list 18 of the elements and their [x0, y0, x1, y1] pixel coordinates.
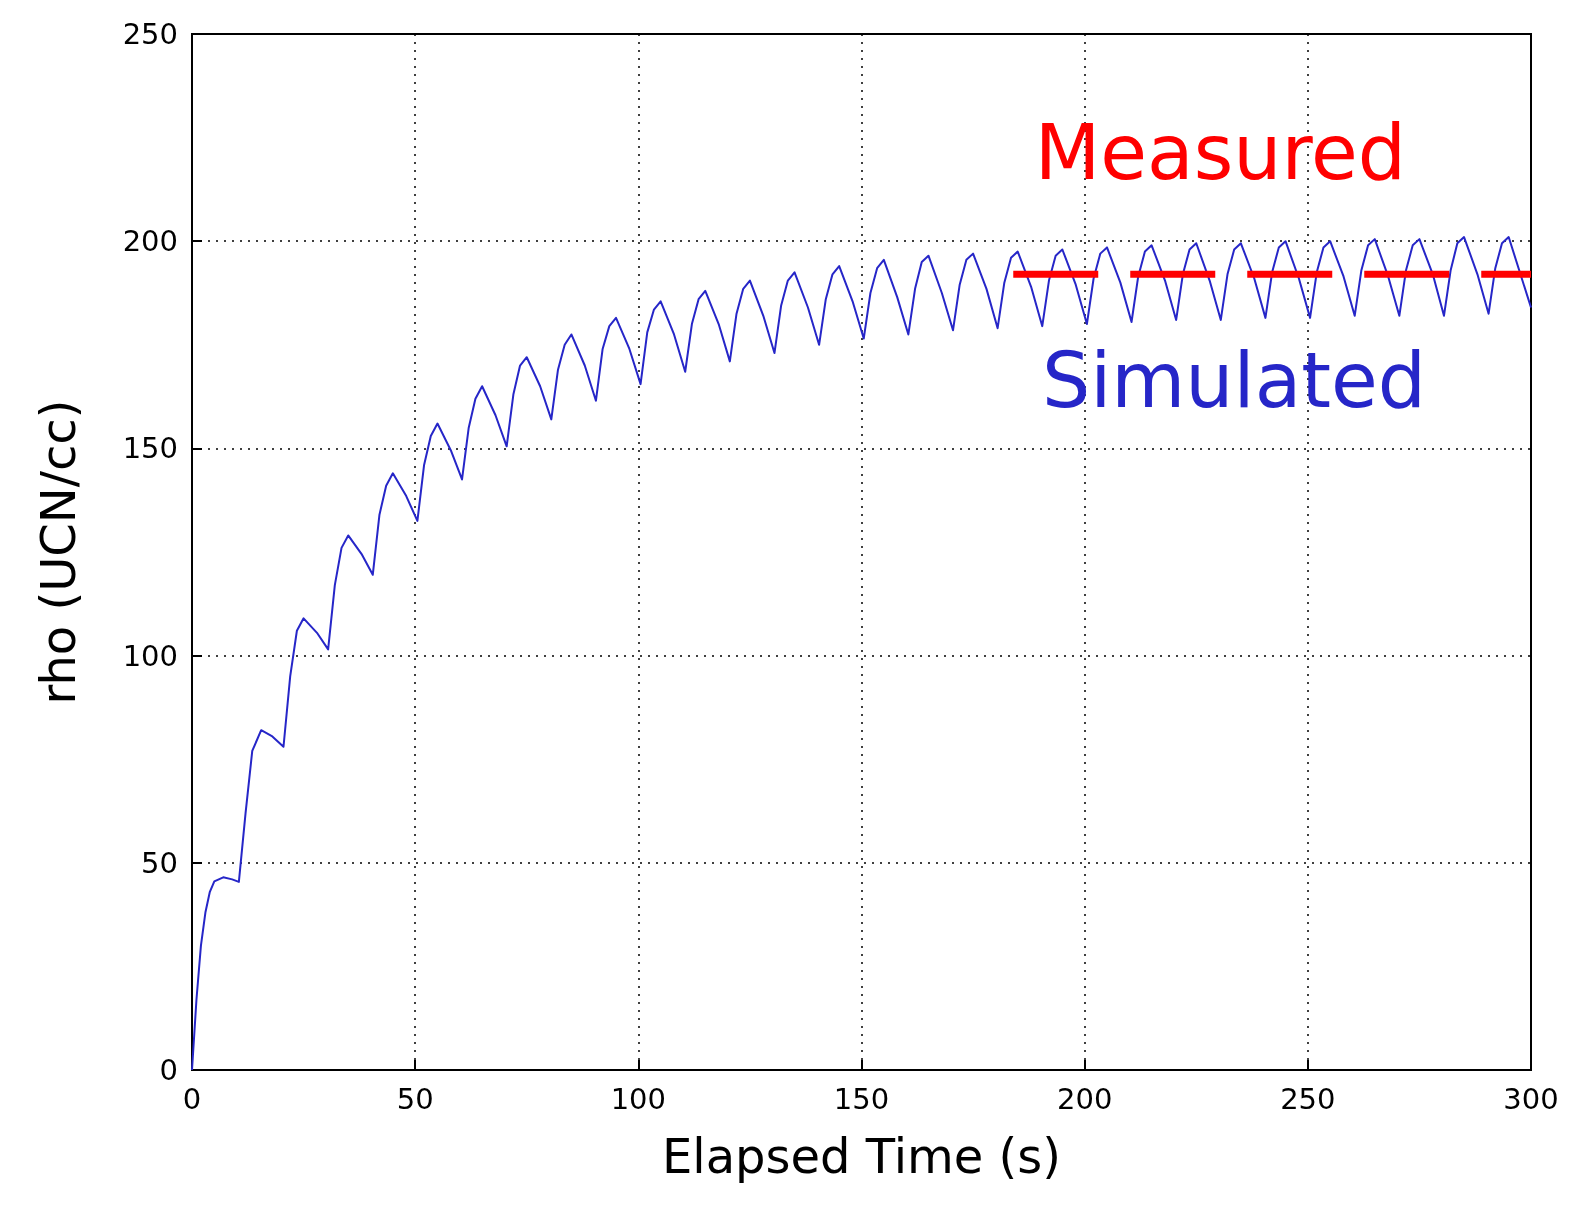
x-axis-title: Elapsed Time (s)	[662, 1128, 1061, 1184]
y-tick-label: 0	[159, 1053, 178, 1087]
x-tick-label: 50	[396, 1081, 434, 1116]
y-axis-title: rho (UCN/cc)	[30, 399, 86, 705]
x-tick-label: 0	[182, 1081, 202, 1116]
line-series	[191, 236, 1532, 1071]
series-label: Measured	[1034, 107, 1407, 197]
x-tick-label: 200	[1056, 1081, 1113, 1116]
x-tick-label: 250	[1280, 1081, 1336, 1116]
y-tick-label: 200	[122, 224, 178, 259]
y-tick-label: 50	[141, 845, 178, 880]
y-tick-label: 250	[122, 17, 178, 51]
y-tick-label: 150	[122, 431, 178, 466]
x-tick-label: 150	[833, 1081, 890, 1116]
x-tick-label: 100	[610, 1081, 667, 1116]
series-label: Simulated	[1041, 336, 1426, 425]
x-tick-label: 300	[1503, 1081, 1559, 1116]
y-tick-label: 100	[122, 638, 178, 673]
